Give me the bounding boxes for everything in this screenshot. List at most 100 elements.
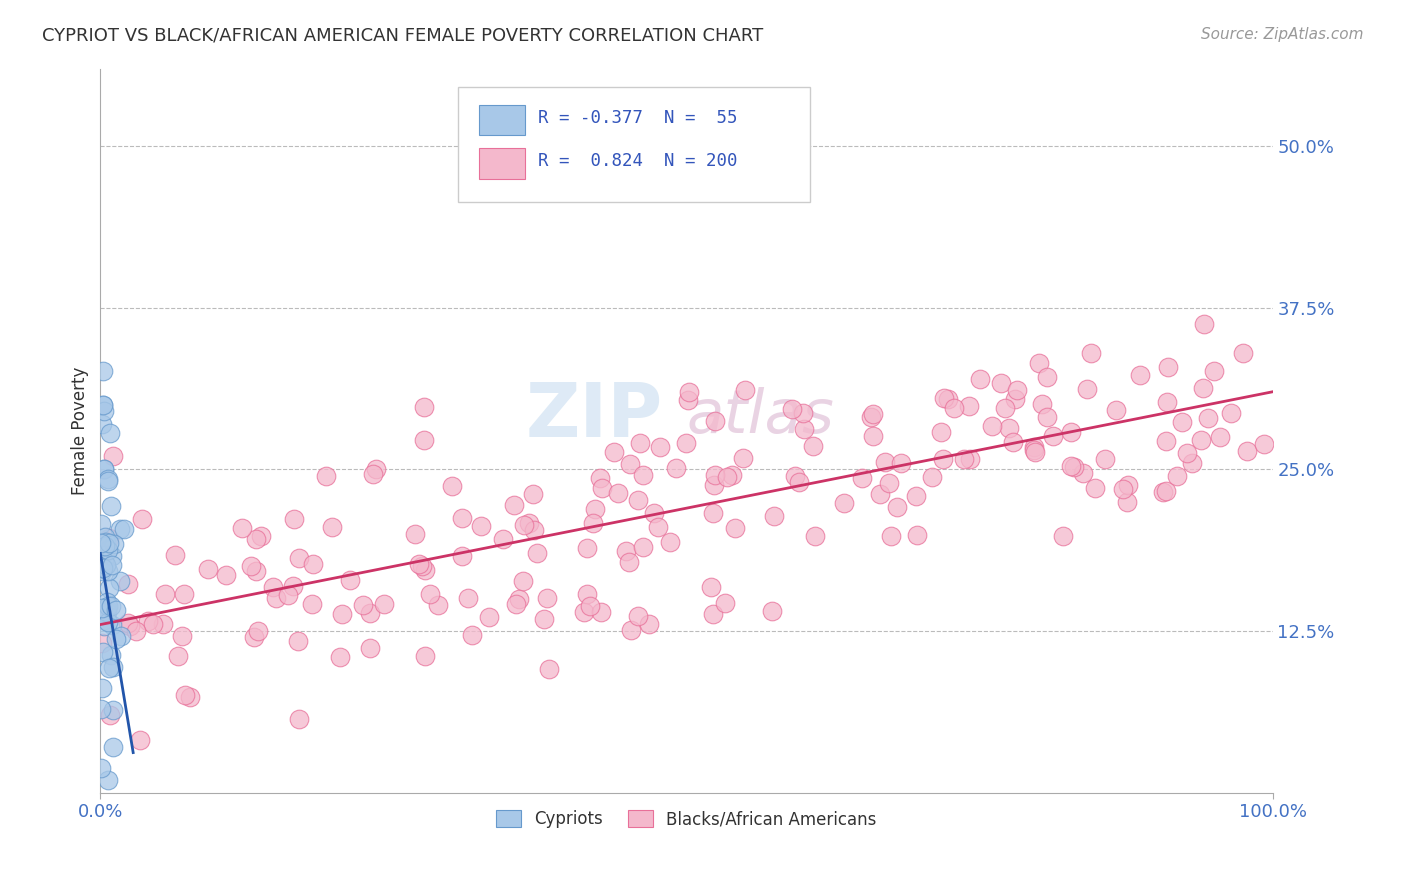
Point <box>1105 403 1128 417</box>
Point <box>247 624 270 639</box>
Point <box>619 457 641 471</box>
Point <box>1042 429 1064 443</box>
Point <box>125 624 148 639</box>
Point <box>905 528 928 542</box>
Point <box>647 520 669 534</box>
Point <box>536 591 558 606</box>
FancyBboxPatch shape <box>479 148 524 178</box>
Point <box>523 523 546 537</box>
Point <box>97 599 120 614</box>
Point <box>513 518 536 533</box>
Point <box>582 516 605 530</box>
Point <box>413 648 436 663</box>
Point <box>505 597 527 611</box>
FancyBboxPatch shape <box>458 87 810 202</box>
Point <box>163 549 186 563</box>
Point <box>128 733 150 747</box>
Point <box>90 761 112 775</box>
Point <box>579 599 602 613</box>
Point <box>492 532 515 546</box>
Point <box>574 605 596 619</box>
Point <box>100 599 122 613</box>
Point <box>427 598 450 612</box>
Point <box>287 550 309 565</box>
Point <box>90 536 112 550</box>
Point <box>245 533 267 547</box>
Point <box>90 606 112 620</box>
Point <box>315 469 337 483</box>
Point <box>1084 481 1107 495</box>
Point <box>173 688 195 702</box>
Point <box>301 597 323 611</box>
Point <box>321 520 343 534</box>
Point <box>91 398 114 412</box>
Point <box>704 467 727 482</box>
Point <box>352 599 374 613</box>
Point <box>720 468 742 483</box>
Point <box>364 461 387 475</box>
Text: Source: ZipAtlas.com: Source: ZipAtlas.com <box>1201 27 1364 42</box>
Point <box>1004 392 1026 406</box>
Point <box>1076 382 1098 396</box>
Point <box>1031 396 1053 410</box>
Point <box>648 440 671 454</box>
Point <box>1152 484 1174 499</box>
Point <box>413 434 436 448</box>
Point <box>361 467 384 481</box>
Point <box>1115 495 1137 509</box>
Point <box>97 475 120 489</box>
Point <box>93 462 115 476</box>
Point <box>101 660 124 674</box>
Text: ZIP: ZIP <box>526 380 664 452</box>
Point <box>1189 433 1212 447</box>
Point <box>877 476 900 491</box>
Point <box>101 617 124 632</box>
Point <box>142 617 165 632</box>
Point <box>94 558 117 573</box>
Point <box>1080 346 1102 360</box>
Point <box>283 512 305 526</box>
Point <box>288 712 311 726</box>
Point <box>262 580 284 594</box>
Point <box>103 537 125 551</box>
Point <box>702 607 724 621</box>
Point <box>90 417 112 431</box>
Point <box>373 597 395 611</box>
Point <box>404 527 426 541</box>
Point <box>851 471 873 485</box>
Point <box>969 372 991 386</box>
Point <box>862 429 884 443</box>
Point <box>533 612 555 626</box>
Point <box>1036 369 1059 384</box>
Point <box>97 542 120 557</box>
Point <box>470 519 492 533</box>
Point <box>97 471 120 485</box>
Point <box>859 409 882 424</box>
Point <box>575 587 598 601</box>
Point <box>457 591 479 606</box>
Point <box>873 455 896 469</box>
Point <box>631 467 654 482</box>
Point <box>783 469 806 483</box>
Point <box>96 601 118 615</box>
Point <box>716 470 738 484</box>
Point <box>112 522 135 536</box>
Point <box>1253 437 1275 451</box>
Point <box>91 635 114 649</box>
Point <box>90 681 112 695</box>
Point <box>1036 410 1059 425</box>
Text: atlas: atlas <box>686 386 834 446</box>
Point <box>94 534 117 549</box>
Point <box>512 574 534 588</box>
Point <box>155 587 177 601</box>
Point <box>990 376 1012 390</box>
Point <box>329 649 352 664</box>
Point <box>591 482 613 496</box>
Point <box>131 511 153 525</box>
Point <box>675 436 697 450</box>
Point <box>886 500 908 514</box>
Point <box>603 445 626 459</box>
Point <box>239 558 262 573</box>
Point <box>617 556 640 570</box>
Point <box>408 558 430 572</box>
